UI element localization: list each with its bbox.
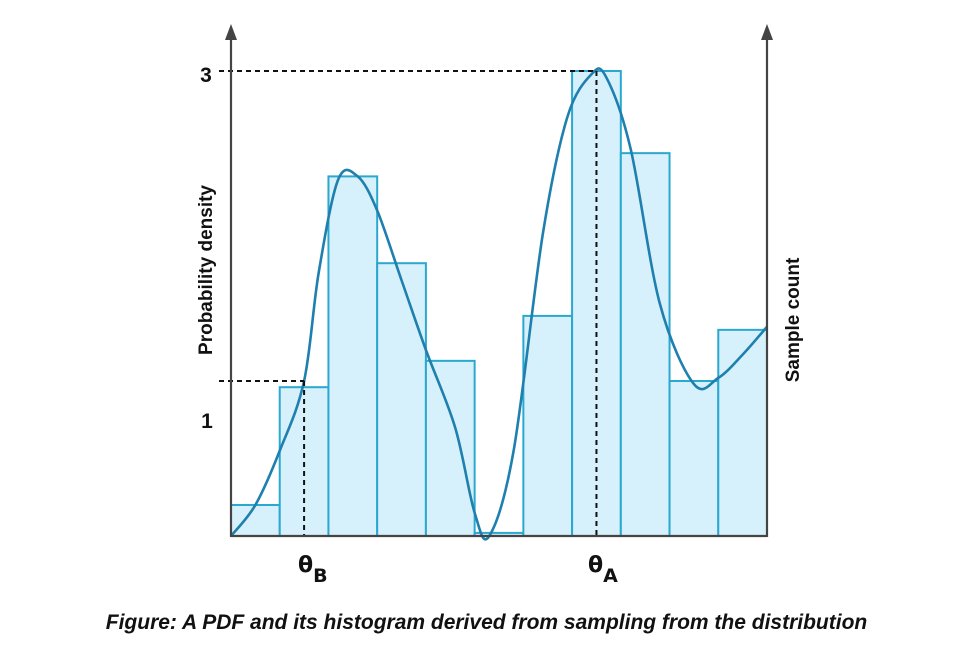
y-axis-label-left: Probability density: [196, 185, 217, 355]
theta-a-subscript: A: [603, 565, 618, 587]
x-marker-theta-b: θB: [298, 553, 328, 587]
histogram-bar: [619, 152, 671, 537]
histogram-bars: [230, 70, 768, 538]
histogram-bar: [717, 328, 768, 537]
histogram-pdf-chart: 1 3 Probability density Sample count θB …: [196, 24, 804, 587]
right-axis-arrow: [761, 24, 773, 40]
y-axis-label-right: Sample count: [783, 257, 804, 382]
histogram-bar: [571, 70, 622, 537]
axes: [225, 24, 773, 538]
theta-a-symbol: θ: [588, 553, 603, 578]
theta-b-symbol: θ: [298, 553, 313, 578]
histogram-bar: [522, 314, 574, 537]
histogram-bar: [424, 359, 476, 537]
y-tick-label-1: 1: [201, 410, 213, 433]
guide-lines: [219, 70, 598, 536]
x-marker-theta-a: θA: [588, 553, 618, 587]
histogram-bar: [376, 262, 427, 537]
histogram-bar: [327, 175, 379, 537]
histogram-bar: [230, 504, 281, 537]
y-tick-label-3: 3: [200, 64, 212, 87]
figure-caption: Figure: A PDF and its histogram derived …: [105, 611, 868, 634]
theta-b-subscript: B: [313, 565, 327, 587]
histogram-bar: [668, 380, 720, 537]
left-axis-arrow: [225, 24, 237, 40]
